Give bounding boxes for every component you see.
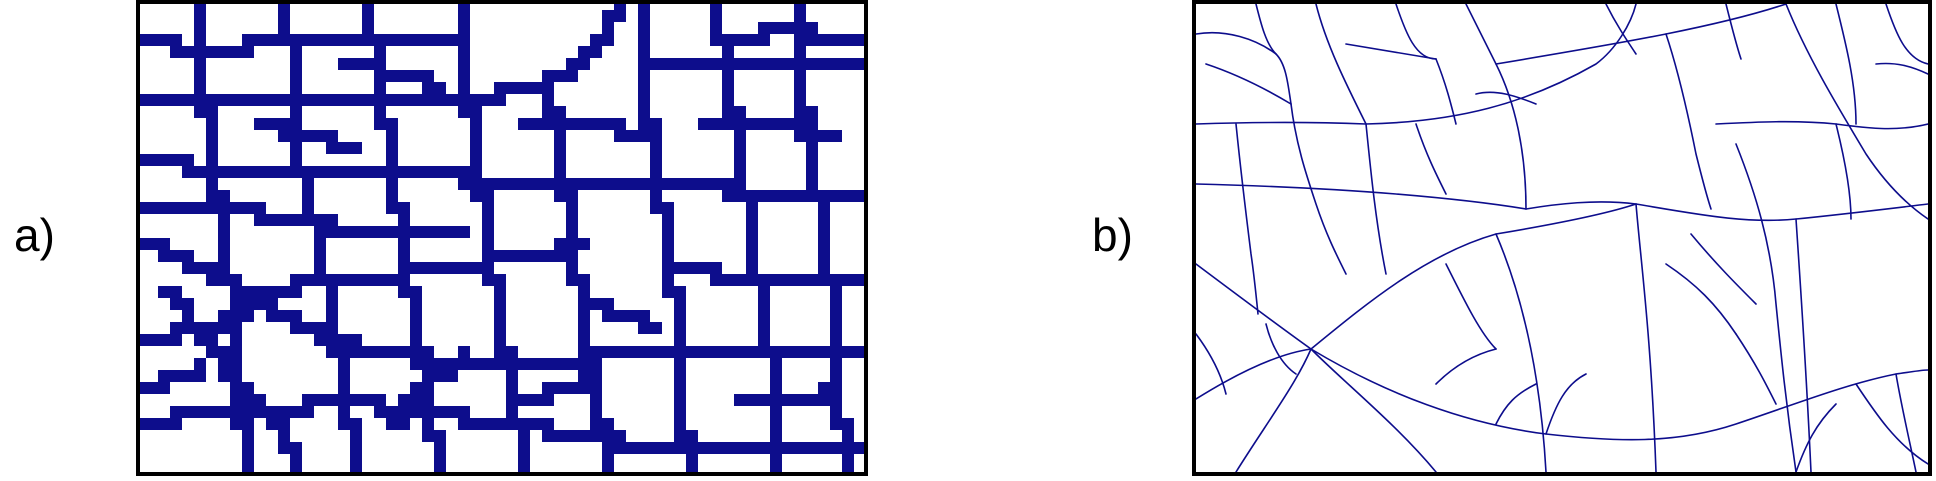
- vector-network-svg: [1196, 4, 1928, 472]
- pixel-network-grid: [140, 4, 864, 472]
- street-line-15: [1665, 33, 1712, 210]
- street-line-11: [1525, 201, 1928, 222]
- street-line-24: [1345, 43, 1437, 60]
- street-line-8: [1310, 348, 1928, 441]
- street-line-9: [1495, 233, 1547, 472]
- pixel-street-27: [518, 370, 602, 406]
- street-line-43: [1265, 323, 1297, 375]
- street-line-31: [1475, 91, 1537, 105]
- pixel-street-28: [734, 382, 842, 406]
- pixel-street-22: [698, 118, 842, 142]
- street-line-29: [1290, 103, 1347, 275]
- pixel-street-25: [338, 58, 446, 94]
- street-line-2: [1365, 123, 1387, 275]
- street-line-14: [1495, 4, 1787, 65]
- street-line-25: [1395, 4, 1437, 60]
- pixel-street-13: [794, 4, 854, 472]
- street-line-10: [1465, 4, 1527, 210]
- pixelated-network-svg: [140, 4, 864, 472]
- street-line-1: [1196, 4, 1637, 125]
- panel-a-pixelated-network: [136, 0, 868, 476]
- pixel-street-1: [140, 4, 626, 106]
- street-line-36: [1835, 123, 1852, 220]
- pixel-street-10: [542, 82, 614, 472]
- pixel-street-4: [140, 238, 590, 346]
- street-line-33: [1690, 233, 1757, 305]
- street-line-3: [1196, 183, 1527, 210]
- pixel-street-21: [518, 118, 650, 142]
- pixel-street-23: [254, 118, 362, 154]
- street-line-28: [1235, 123, 1259, 315]
- street-line-13: [1795, 218, 1812, 472]
- street-line-46: [1196, 333, 1227, 395]
- street-line-37: [1895, 373, 1917, 472]
- street-line-40: [1495, 383, 1537, 425]
- pixel-street-26: [140, 358, 206, 394]
- street-line-20: [1875, 62, 1928, 75]
- street-line-12: [1635, 203, 1657, 472]
- street-line-7: [1235, 348, 1312, 472]
- street-line-42: [1445, 263, 1497, 350]
- pixel-street-24: [578, 298, 662, 334]
- street-line-22: [1255, 4, 1277, 55]
- street-line-41: [1435, 348, 1497, 385]
- street-line-32: [1735, 143, 1797, 472]
- pixel-street-19: [386, 346, 470, 430]
- panel-b-label: b): [1092, 209, 1133, 261]
- pixel-street-6: [194, 4, 254, 472]
- street-line-17: [1835, 4, 1857, 125]
- vector-street-lines: [1196, 4, 1928, 472]
- pixel-street-16: [140, 202, 470, 238]
- street-line-44: [1605, 4, 1637, 55]
- street-line-38: [1855, 383, 1928, 465]
- street-line-4: [1196, 203, 1637, 350]
- street-line-19: [1885, 4, 1928, 65]
- street-line-30: [1415, 123, 1447, 195]
- pixel-street-9: [458, 4, 530, 472]
- pixel-street-11: [638, 4, 698, 472]
- street-line-6: [1196, 348, 1312, 400]
- street-line-45: [1725, 4, 1742, 60]
- pixel-street-7: [278, 4, 362, 472]
- street-line-47: [1545, 373, 1587, 435]
- pixel-street-20: [734, 22, 864, 46]
- panel-b-vector-network: [1192, 0, 1932, 476]
- pixel-street-12: [710, 4, 782, 472]
- pixel-street-17: [674, 262, 864, 286]
- street-line-23: [1315, 4, 1367, 125]
- street-line-27: [1205, 63, 1292, 105]
- street-line-34: [1665, 263, 1737, 335]
- panel-a-label: a): [14, 209, 55, 261]
- street-line-39: [1795, 403, 1837, 472]
- street-line-5: [1310, 348, 1437, 472]
- street-line-18: [1715, 120, 1928, 130]
- street-line-26: [1435, 58, 1457, 125]
- street-line-21: [1196, 31, 1292, 105]
- pixel-street-14: [140, 34, 470, 58]
- street-line-35: [1735, 333, 1777, 405]
- pixel-street-18: [158, 286, 302, 472]
- street-line-16: [1785, 4, 1928, 220]
